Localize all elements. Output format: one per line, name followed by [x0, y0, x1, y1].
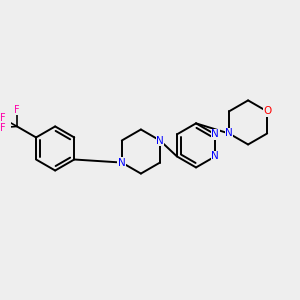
- Text: F: F: [0, 122, 5, 133]
- Text: N: N: [211, 129, 219, 140]
- Text: N: N: [225, 128, 233, 139]
- Text: N: N: [156, 136, 164, 146]
- Text: O: O: [263, 106, 271, 116]
- Text: N: N: [211, 152, 219, 161]
- Text: F: F: [14, 105, 20, 115]
- Text: N: N: [118, 158, 126, 168]
- Text: F: F: [0, 113, 5, 123]
